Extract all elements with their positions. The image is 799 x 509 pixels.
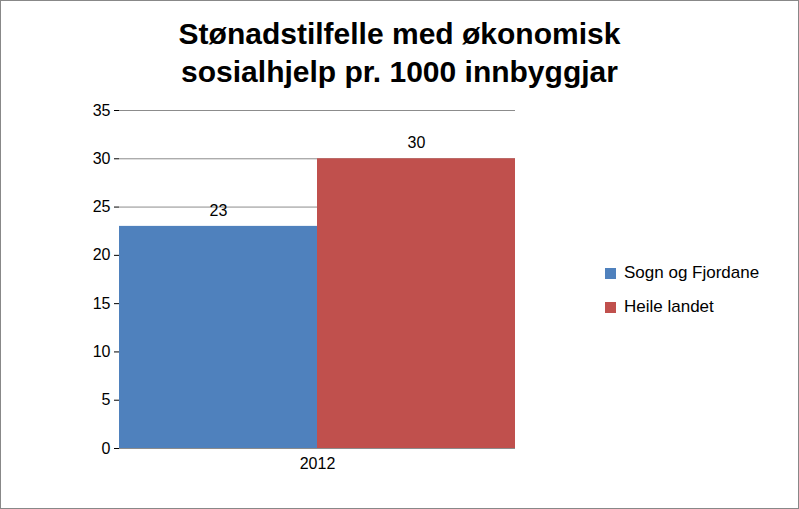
svg-text:30: 30 [408, 134, 426, 151]
html-text:Sogn og Fjordane: Sogn og Fjordane [624, 263, 760, 282]
svg-text:0: 0 [102, 440, 111, 457]
svg-text:10: 10 [93, 343, 111, 360]
svg-text:35: 35 [93, 102, 111, 119]
svg-text:23: 23 [210, 202, 228, 219]
svg-text:15: 15 [93, 295, 111, 312]
svg-text:5: 5 [102, 391, 111, 408]
svg-text:30: 30 [93, 150, 111, 167]
html-text:Stønadstilfelle med økonomisk: Stønadstilfelle med økonomisk sosialhjel… [178, 17, 621, 88]
svg-text:20: 20 [93, 246, 111, 263]
svg-text:2012: 2012 [300, 455, 336, 472]
html-text:Heile landet: Heile landet [624, 297, 714, 316]
svg-text:25: 25 [93, 198, 111, 215]
